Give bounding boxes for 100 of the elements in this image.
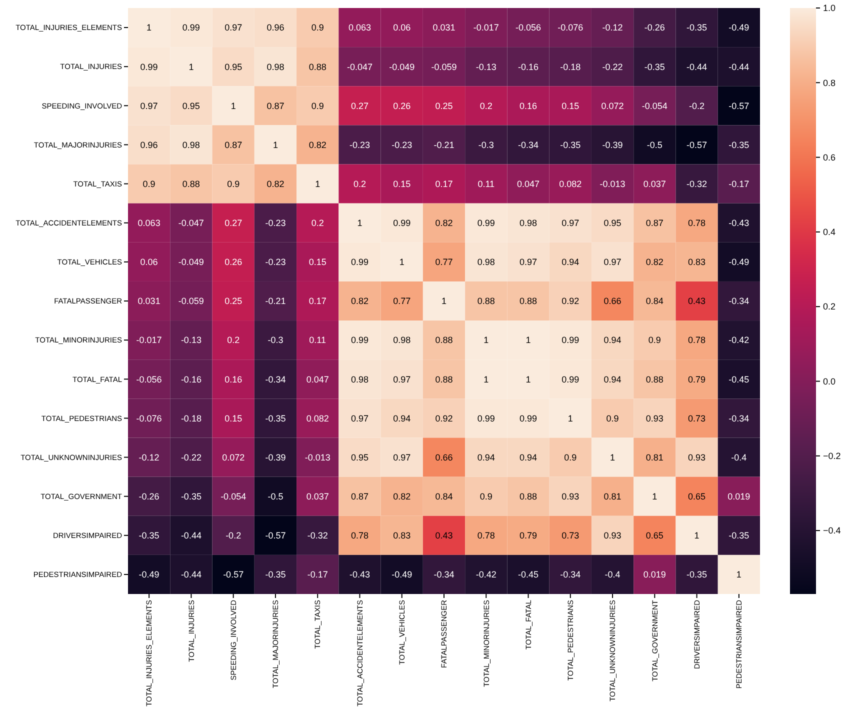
data-label: -0.42 [476, 570, 496, 580]
data-label: -0.054 [220, 491, 246, 502]
data-label: 0.9 [142, 178, 156, 189]
data-label: 0.65 [688, 491, 706, 502]
data-label: 0.98 [520, 218, 538, 228]
data-label: 0.9 [648, 335, 661, 346]
data-label: 1 [652, 491, 658, 502]
data-label: 0.82 [393, 491, 411, 502]
data-label: 0.78 [477, 530, 495, 541]
data-label: 0.26 [224, 257, 242, 268]
data-label: -0.44 [180, 530, 202, 541]
data-label: 0.031 [432, 22, 456, 33]
data-label: 0.11 [478, 178, 495, 189]
data-label: 0.97 [562, 218, 580, 228]
data-label: 1 [526, 374, 531, 384]
data-label: 0.82 [266, 178, 284, 189]
data-label: -0.57 [728, 100, 750, 111]
data-label: -0.017 [136, 335, 162, 346]
color-bar-label: 0.4 [823, 227, 836, 238]
data-label: 0.82 [308, 140, 326, 150]
data-label: -0.45 [518, 570, 539, 580]
data-label: -0.35 [728, 530, 750, 541]
data-label: 0.94 [562, 257, 580, 268]
data-label: 1 [399, 257, 404, 268]
data-label: 0.94 [604, 335, 622, 346]
data-label: 0.9 [564, 452, 577, 462]
data-label: -0.076 [558, 22, 584, 33]
data-label: 0.81 [646, 452, 664, 462]
data-label: 0.82 [350, 296, 368, 306]
data-label: 0.15 [562, 100, 580, 111]
data-label: 0.97 [224, 22, 242, 33]
data-label: 0.43 [435, 530, 453, 541]
data-label: 0.99 [562, 374, 580, 384]
data-label: -0.35 [686, 570, 708, 580]
data-label: 1 [441, 296, 447, 306]
data-label: 0.99 [140, 62, 158, 72]
data-label: 0.15 [308, 257, 326, 268]
data-label: -0.35 [265, 570, 286, 580]
data-label: 0.99 [182, 22, 200, 33]
data-label: 0.15 [393, 178, 411, 189]
data-label: -0.23 [265, 257, 286, 268]
data-label: 0.66 [435, 452, 453, 462]
data-label: 0.25 [224, 296, 242, 306]
data-label: -0.21 [434, 140, 454, 150]
data-label: 0.98 [477, 257, 495, 268]
data-label: -0.5 [268, 491, 284, 502]
data-label: 0.072 [601, 100, 624, 111]
data-label: 0.9 [480, 491, 492, 502]
data-label: 0.83 [688, 257, 706, 268]
data-label: 0.93 [688, 452, 706, 462]
data-label: 1 [694, 530, 700, 541]
data-label: 0.2 [311, 218, 324, 228]
data-label: 0.047 [306, 374, 329, 384]
data-label: -0.047 [346, 62, 372, 72]
data-label: 0.2 [353, 178, 366, 189]
data-label: 0.99 [350, 335, 368, 346]
data-label: 0.78 [688, 218, 706, 228]
data-label: -0.056 [136, 374, 162, 384]
data-label: -0.35 [560, 140, 581, 150]
data-label: 0.99 [350, 257, 368, 268]
data-label: -0.22 [602, 62, 623, 72]
data-label: -0.12 [602, 22, 623, 33]
data-label: 0.79 [688, 374, 706, 384]
data-label: 0.93 [562, 491, 580, 502]
data-label: -0.5 [646, 140, 662, 150]
data-label: 0.98 [182, 140, 200, 150]
data-label: 0.037 [306, 491, 329, 502]
data-label: 0.88 [308, 62, 326, 72]
data-label: -0.57 [686, 140, 708, 150]
data-label: 0.98 [393, 335, 411, 346]
data-label: -0.34 [434, 570, 454, 580]
data-label: 0.11 [309, 335, 326, 346]
data-label: -0.059 [431, 62, 457, 72]
data-label: 0.9 [311, 100, 324, 111]
data-label: 0.25 [435, 100, 453, 111]
data-label: 0.87 [266, 100, 284, 111]
data-label: 0.66 [604, 296, 622, 306]
data-label: -0.16 [518, 62, 539, 72]
data-label: 1 [357, 218, 362, 228]
data-label: -0.17 [307, 570, 328, 580]
data-label: -0.13 [180, 335, 202, 346]
data-label: -0.35 [686, 22, 708, 33]
color-bar-label: 0.0 [823, 376, 836, 386]
data-label: 0.83 [393, 530, 411, 541]
data-label: -0.3 [268, 335, 284, 346]
data-label: 0.27 [224, 218, 242, 228]
color-bar-label: 1.0 [823, 3, 836, 14]
data-label: 0.27 [350, 100, 368, 111]
data-label: 0.88 [182, 178, 200, 189]
data-label: -0.43 [728, 218, 750, 228]
data-label: 0.17 [308, 296, 326, 306]
data-label: 0.88 [646, 374, 664, 384]
data-label: 1 [526, 335, 531, 346]
data-label: -0.047 [178, 218, 204, 228]
data-label: 0.94 [477, 452, 495, 462]
data-label: -0.45 [728, 374, 750, 384]
data-label: -0.57 [265, 530, 286, 541]
data-label: 0.99 [477, 218, 495, 228]
data-label: 0.94 [393, 413, 411, 424]
data-label: -0.4 [731, 452, 747, 462]
